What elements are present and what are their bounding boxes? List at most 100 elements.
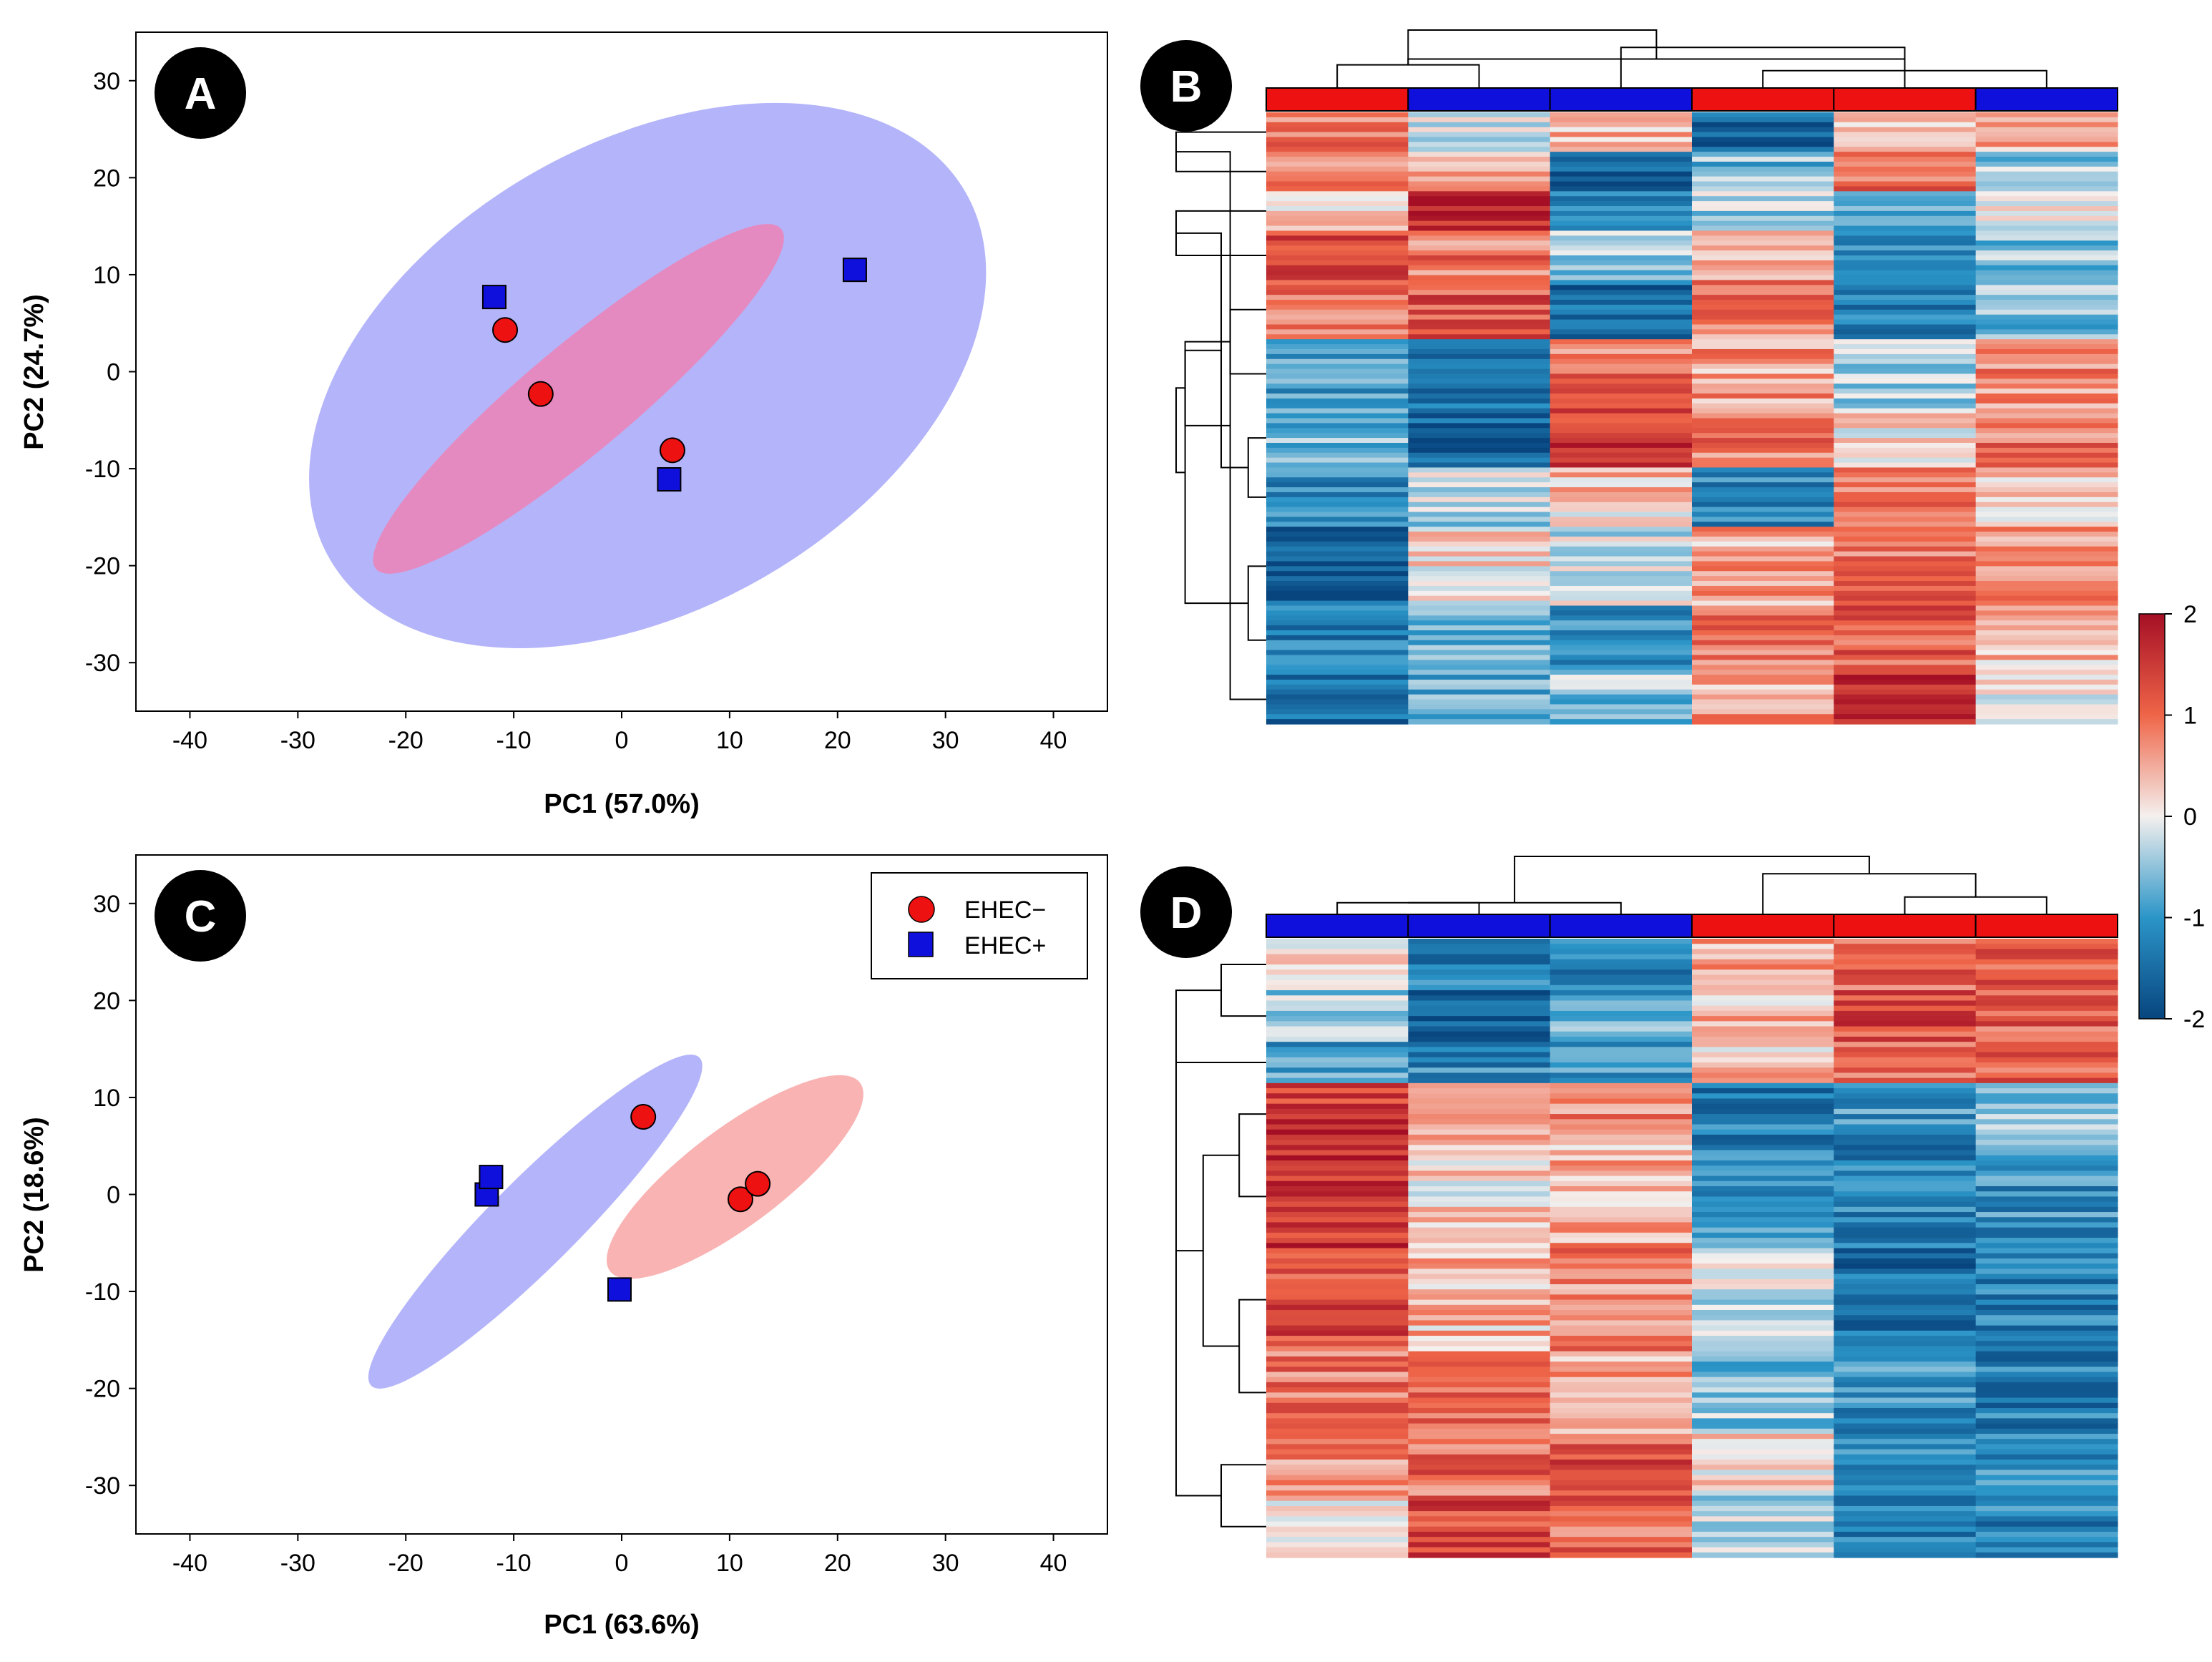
heatmap-cell [1975, 403, 2118, 409]
heatmap-cell [1834, 487, 1977, 493]
heatmap-cell [1408, 576, 1551, 582]
heatmap-cell [1692, 541, 1834, 547]
heatmap-cell [1975, 1175, 2118, 1182]
heatmap-cell [1975, 969, 2118, 976]
heatmap-cell [1834, 709, 1977, 715]
heatmap-cell [1975, 630, 2118, 636]
heatmap-cell [1266, 974, 1409, 981]
heatmap-cell [1692, 1397, 1834, 1404]
heatmap-cell [1834, 117, 1977, 123]
x-tick-label: 10 [716, 1550, 743, 1577]
heatmap-cell [1834, 1500, 1977, 1507]
heatmap-cell [1834, 1191, 1977, 1198]
heatmap-cell [1834, 285, 1977, 290]
heatmap-cell [1408, 245, 1551, 251]
heatmap-cell [1550, 147, 1693, 152]
heatmap-cell [1408, 1418, 1551, 1424]
heatmap-cell [1408, 1407, 1551, 1414]
heatmap-cell [1408, 314, 1551, 321]
column-group-ehec-minus [1833, 914, 1977, 938]
heatmap-cell [1550, 1082, 1693, 1089]
heatmap-cell [1834, 1000, 1977, 1007]
dendrogram-branch [1220, 964, 1266, 1017]
heatmap-cell [1266, 1263, 1409, 1269]
heatmap-cell [1834, 1542, 1977, 1548]
heatmap-cell [1266, 1402, 1409, 1409]
heatmap-cell [1266, 398, 1409, 404]
heatmap-cell [1266, 112, 1409, 118]
point-ehec-minus [659, 437, 685, 464]
heatmap-cell [1550, 285, 1693, 290]
heatmap-cell [1834, 1155, 1977, 1161]
color-scale-tick-label: -2 [2183, 1006, 2205, 1033]
heatmap-cell [1975, 561, 2118, 567]
heatmap-cell [1692, 1485, 1834, 1491]
heatmap-cell [1834, 1439, 1977, 1445]
heatmap-cell [1550, 230, 1693, 236]
heatmap-cell [1550, 487, 1693, 493]
heatmap-cell [1692, 442, 1834, 449]
heatmap-cell [1550, 329, 1693, 335]
heatmap-cell [1408, 206, 1551, 212]
heatmap-cell [1266, 1191, 1409, 1198]
heatmap-cell [1975, 1516, 2118, 1522]
heatmap-cell [1408, 408, 1551, 414]
heatmap-cell [1975, 1547, 2118, 1553]
heatmap-cell [1975, 1392, 2118, 1399]
heatmap-cell [1266, 452, 1409, 459]
heatmap-cell [1550, 1346, 1693, 1352]
heatmap-cell [1550, 1289, 1693, 1295]
heatmap-cell [1550, 1067, 1693, 1074]
heatmap-cell [1550, 512, 1693, 518]
heatmap-cell [1834, 1526, 1977, 1533]
heatmap-cell [1550, 142, 1693, 147]
heatmap-cell [1266, 1206, 1409, 1213]
heatmap-cell [1550, 1284, 1693, 1290]
dendrogram-branch [1407, 58, 1906, 88]
heatmap-cell [1834, 1470, 1977, 1476]
heatmap-cell [1408, 1526, 1551, 1533]
heatmap-cell [1834, 1428, 1977, 1434]
heatmap-cell [1692, 979, 1834, 986]
heatmap-cell [1266, 585, 1409, 592]
y-tick-label: -10 [85, 1279, 120, 1306]
heatmap-cell [1975, 1238, 2118, 1243]
heatmap-cell [1834, 954, 1977, 960]
heatmap-cell [1408, 1263, 1551, 1269]
heatmap-cell [1408, 1155, 1551, 1161]
heatmap-cell [1834, 1031, 1977, 1037]
heatmap-cell [1975, 1155, 2118, 1161]
heatmap-cell [1692, 1057, 1834, 1063]
heatmap-cell [1408, 1093, 1551, 1100]
heatmap-cell [1266, 959, 1409, 965]
heatmap-cell [1408, 581, 1551, 587]
heatmap-cell [1692, 615, 1834, 621]
heatmap-cell [1834, 605, 1977, 612]
heatmap-cell [1834, 1129, 1977, 1135]
heatmap-cell [1266, 1475, 1409, 1481]
heatmap-cell [1408, 995, 1551, 1002]
heatmap-cell [1692, 117, 1834, 123]
heatmap-cell [1408, 348, 1551, 355]
heatmap-cell [1266, 285, 1409, 290]
heatmap-cell [1692, 546, 1834, 552]
heatmap-cell [1692, 1232, 1834, 1238]
heatmap-cell [1834, 245, 1977, 251]
heatmap-cell [1550, 995, 1693, 1002]
heatmap-cell [1266, 383, 1409, 389]
heatmap-cell [1975, 1434, 2118, 1439]
heatmap-cell [1408, 1000, 1551, 1007]
heatmap-cell [1266, 1000, 1409, 1007]
heatmap-cell [1834, 1005, 1977, 1012]
heatmap-cell [1266, 304, 1409, 311]
heatmap-cell [1408, 1108, 1551, 1115]
heatmap-cell [1834, 171, 1977, 177]
heatmap-cell [1408, 714, 1551, 720]
heatmap-cell [1975, 1336, 2118, 1341]
heatmap-cell [1692, 536, 1834, 542]
x-axis-label: PC1 (63.6%) [544, 1610, 700, 1640]
heatmap-cell [1550, 1119, 1693, 1125]
heatmap-cell [1550, 1248, 1693, 1254]
heatmap-cell [1550, 1485, 1693, 1491]
heatmap-cell [1266, 650, 1409, 656]
